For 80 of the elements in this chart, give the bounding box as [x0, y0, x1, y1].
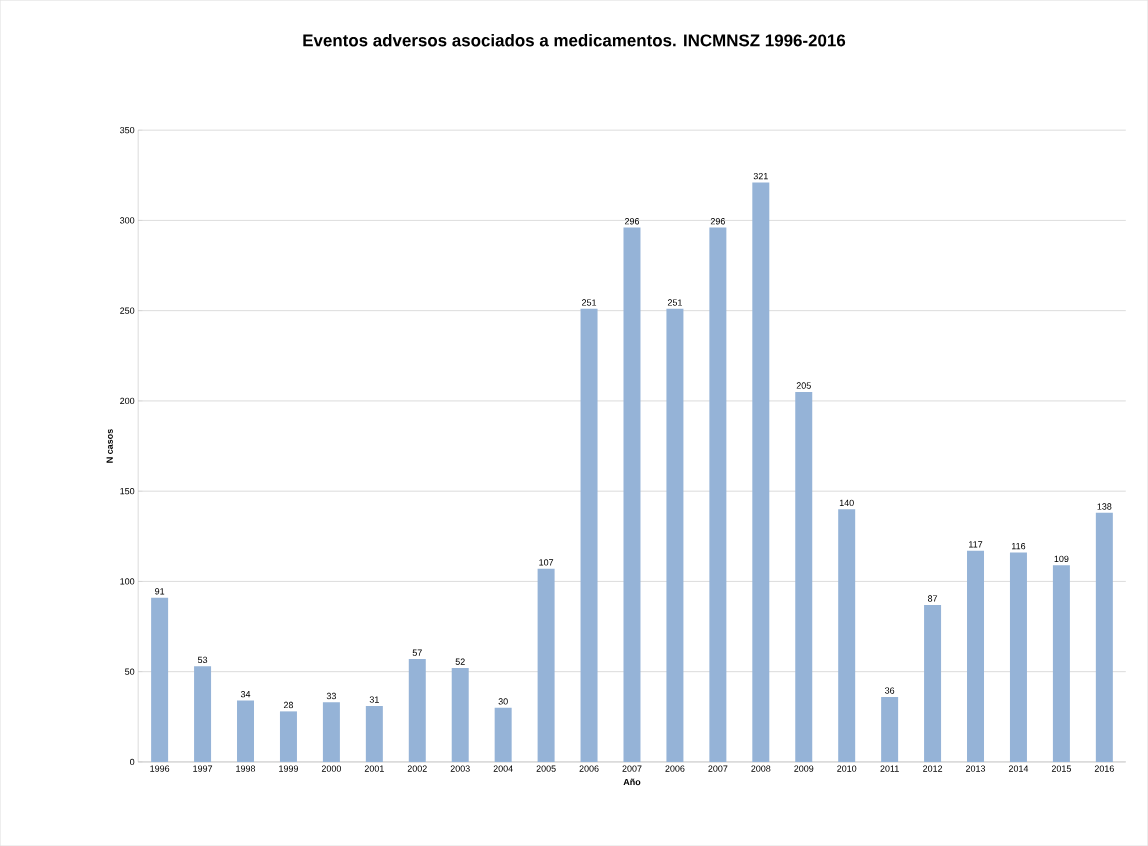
chart-title: Eventos adversos asociados a medicamentos. INCMNSZ 1996-2016	[303, 33, 846, 47]
x-tick-label: 2012	[923, 765, 943, 772]
data-label: 116	[1012, 542, 1026, 550]
x-tick-label: 2006	[579, 765, 599, 772]
bar	[623, 227, 641, 762]
data-label: 30	[498, 698, 508, 705]
bar	[838, 509, 856, 762]
x-tick-label: 2003	[450, 765, 470, 772]
data-label: 321	[753, 172, 768, 180]
y-tick-label: 250	[120, 307, 135, 314]
bar	[1052, 565, 1070, 762]
data-label: 117	[969, 541, 983, 548]
data-label: 138	[1097, 503, 1112, 510]
data-label: 91	[155, 588, 165, 595]
data-label: 251	[582, 299, 597, 306]
bar	[666, 308, 684, 762]
bar	[881, 696, 899, 762]
bar	[1009, 552, 1027, 762]
bar	[451, 668, 469, 762]
y-tick-label: 350	[120, 126, 135, 134]
bar	[322, 702, 340, 762]
bar	[237, 700, 255, 762]
x-tick-label: 2010	[837, 765, 857, 772]
bar	[279, 711, 297, 762]
x-tick-label: 2016	[1094, 765, 1114, 772]
x-tick-label: 2005	[536, 765, 556, 772]
x-tick-label: 1997	[193, 765, 213, 772]
bar	[967, 550, 985, 762]
x-tick-label: 2007	[622, 765, 642, 772]
data-label: 87	[927, 595, 938, 602]
y-tick-label: 50	[125, 668, 135, 675]
bar	[194, 666, 212, 762]
data-label: 109	[1054, 555, 1069, 562]
x-tick-label: 2001	[364, 765, 384, 772]
bar	[151, 597, 169, 762]
bar	[1095, 512, 1113, 762]
bar	[924, 604, 942, 762]
y-tick-label: 150	[120, 487, 135, 495]
data-label: 36	[884, 687, 895, 694]
x-tick-label: 2009	[794, 765, 814, 772]
data-label: 31	[369, 696, 379, 703]
data-label: 296	[710, 218, 725, 225]
x-tick-label: 2014	[1008, 765, 1029, 772]
y-tick-label: 0	[130, 758, 135, 766]
bar	[408, 658, 426, 762]
x-axis-title: Año	[623, 778, 641, 786]
data-label: 57	[412, 649, 422, 656]
data-label: 140	[839, 499, 854, 506]
data-label: 251	[667, 299, 682, 306]
x-tick-label: 2007	[708, 765, 728, 772]
data-label: 52	[455, 658, 465, 665]
data-label: 107	[539, 559, 554, 566]
x-tick-label: 2015	[1051, 765, 1071, 772]
x-tick-label: 1998	[236, 765, 256, 772]
x-tick-label: 1999	[279, 765, 298, 772]
y-tick-label: 100	[120, 578, 135, 585]
x-tick-label: 2008	[751, 765, 771, 772]
bar	[752, 182, 770, 762]
data-label: 28	[283, 701, 294, 709]
bar	[795, 391, 813, 762]
x-tick-label: 2000	[321, 765, 342, 772]
y-axis-title: N casos	[106, 429, 113, 463]
bar	[494, 707, 512, 762]
x-tick-label: 2006	[665, 765, 685, 772]
y-tick-label: 300	[120, 217, 135, 224]
bar	[580, 308, 598, 762]
y-tick-label: 200	[120, 397, 135, 405]
x-tick-label: 1996	[150, 765, 170, 772]
data-label: 205	[796, 382, 811, 389]
x-tick-label: 2002	[407, 765, 427, 772]
x-tick-label: 2004	[493, 765, 513, 772]
x-tick-label: 2011	[880, 765, 899, 772]
x-tick-label: 2013	[966, 765, 986, 772]
data-label: 33	[326, 692, 336, 700]
bar	[709, 227, 727, 762]
bar	[365, 705, 383, 762]
data-label: 296	[624, 218, 640, 225]
data-label: 34	[240, 690, 251, 698]
data-label: 53	[197, 656, 208, 664]
bar	[537, 568, 555, 762]
